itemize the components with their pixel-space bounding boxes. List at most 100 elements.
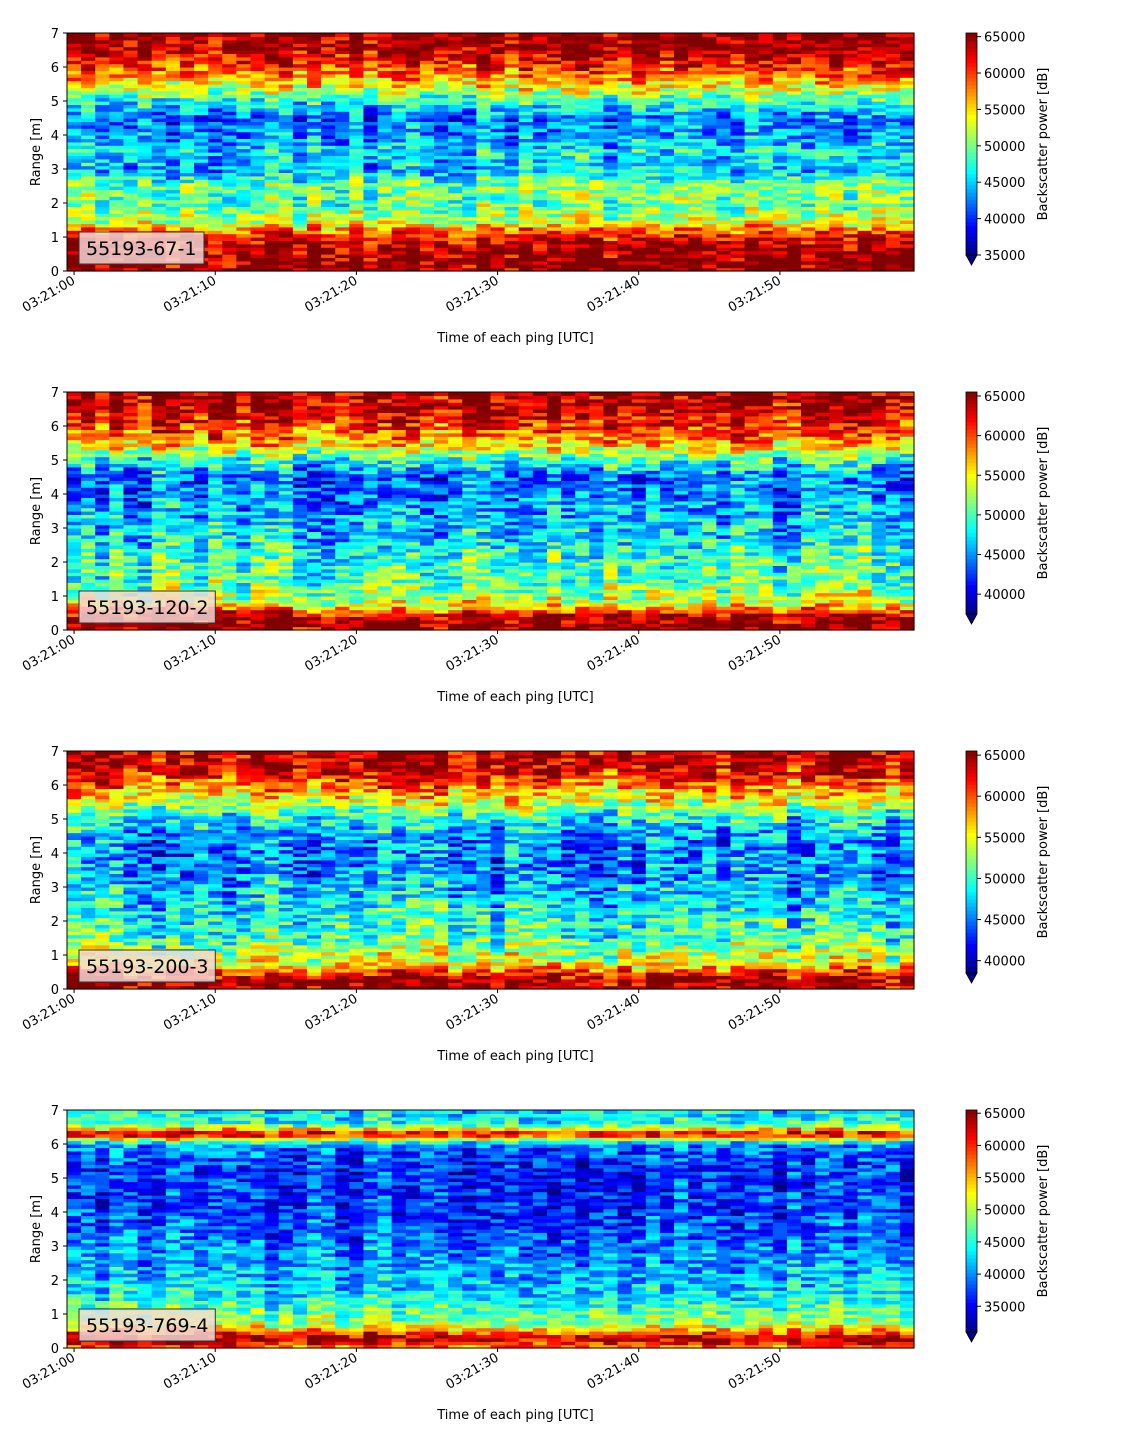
heatmap-cell bbox=[391, 192, 407, 197]
heatmap-cell bbox=[899, 237, 915, 241]
heatmap-cell bbox=[885, 267, 901, 272]
heatmap-cell bbox=[377, 220, 393, 224]
heatmap-cell bbox=[95, 39, 110, 44]
heatmap-cell bbox=[617, 43, 633, 48]
heatmap-cell bbox=[617, 182, 633, 187]
heatmap-cell bbox=[67, 497, 82, 502]
heatmap-cell bbox=[81, 412, 96, 417]
heatmap-cell bbox=[222, 141, 237, 146]
heatmap-cell bbox=[448, 240, 463, 245]
heatmap-cell bbox=[81, 511, 96, 515]
heatmap-cell bbox=[363, 267, 379, 272]
heatmap-cell bbox=[405, 250, 421, 255]
heatmap-cell bbox=[434, 63, 449, 68]
heatmap-cell bbox=[67, 169, 82, 173]
heatmap-cell bbox=[335, 196, 350, 201]
heatmap-cell bbox=[321, 162, 336, 167]
heatmap-cell bbox=[81, 419, 96, 424]
heatmap-cell bbox=[363, 172, 379, 177]
heatmap-cell bbox=[716, 257, 732, 262]
heatmap-cell bbox=[419, 128, 435, 133]
heatmap-cell bbox=[151, 148, 167, 153]
heatmap-cell bbox=[462, 220, 477, 224]
heatmap-cell bbox=[236, 189, 252, 194]
heatmap-cell bbox=[278, 179, 294, 184]
heatmap-cell bbox=[532, 43, 548, 48]
heatmap-cell bbox=[589, 233, 605, 238]
heatmap-cell bbox=[829, 118, 845, 122]
heatmap-cell bbox=[95, 402, 110, 407]
heatmap-cell bbox=[405, 220, 421, 224]
heatmap-cell bbox=[194, 165, 209, 170]
heatmap-cell bbox=[335, 250, 350, 255]
heatmap-cell bbox=[391, 56, 407, 61]
heatmap-cell bbox=[95, 490, 110, 495]
heatmap-cell bbox=[815, 124, 830, 129]
heatmap-cell bbox=[95, 473, 110, 478]
heatmap-cell bbox=[758, 220, 774, 224]
heatmap-cell bbox=[504, 56, 520, 61]
heatmap-cell bbox=[236, 145, 252, 150]
heatmap-cell bbox=[589, 56, 605, 61]
heatmap-cell bbox=[801, 155, 816, 160]
heatmap-cell bbox=[829, 50, 845, 54]
heatmap-cell bbox=[899, 84, 915, 88]
heatmap-cell bbox=[504, 189, 520, 194]
heatmap-cell bbox=[645, 220, 661, 224]
heatmap-cell bbox=[674, 53, 689, 58]
heatmap-cell bbox=[405, 260, 421, 265]
heatmap-cell bbox=[730, 260, 746, 265]
heatmap-cell bbox=[236, 60, 252, 65]
heatmap-cell bbox=[405, 121, 421, 126]
heatmap-cell bbox=[772, 220, 788, 224]
heatmap-cell bbox=[801, 182, 816, 187]
heatmap-cell bbox=[109, 409, 125, 413]
heatmap-cell bbox=[617, 247, 633, 252]
colorbar-segment bbox=[966, 155, 977, 160]
heatmap-cell bbox=[702, 124, 717, 129]
heatmap-cell bbox=[264, 148, 280, 153]
heatmap-cell bbox=[264, 220, 280, 224]
heatmap-cell bbox=[843, 50, 859, 54]
heatmap-cell bbox=[857, 145, 873, 150]
heatmap-cell bbox=[123, 538, 139, 543]
heatmap-cell bbox=[208, 39, 223, 44]
heatmap-cell bbox=[306, 131, 322, 136]
heatmap-cell bbox=[448, 247, 463, 252]
heatmap-cell bbox=[885, 111, 901, 116]
heatmap-cell bbox=[815, 101, 830, 105]
heatmap-cell bbox=[645, 196, 661, 201]
heatmap-cell bbox=[448, 260, 463, 265]
heatmap-cell bbox=[561, 155, 576, 160]
heatmap-cell bbox=[179, 128, 195, 133]
heatmap-cell bbox=[377, 179, 393, 184]
heatmap-cell bbox=[81, 575, 96, 580]
heatmap-cell bbox=[617, 264, 633, 269]
heatmap-cell bbox=[95, 565, 110, 570]
heatmap-cell bbox=[137, 46, 153, 51]
heatmap-cell bbox=[448, 121, 463, 126]
heatmap-cell bbox=[617, 155, 633, 160]
heatmap-cell bbox=[575, 90, 590, 95]
heatmap-cell bbox=[95, 575, 110, 580]
heatmap-cell bbox=[589, 107, 605, 112]
heatmap-cell bbox=[575, 155, 590, 160]
heatmap-cell bbox=[151, 121, 167, 126]
heatmap-cell bbox=[405, 53, 421, 58]
heatmap-cell bbox=[335, 257, 350, 262]
colorbar-segment bbox=[966, 210, 977, 215]
heatmap-cell bbox=[575, 36, 590, 41]
heatmap-cell bbox=[81, 415, 96, 420]
heatmap-cell bbox=[575, 243, 590, 248]
heatmap-cell bbox=[758, 264, 774, 269]
heatmap-cell bbox=[81, 562, 96, 566]
heatmap-cell bbox=[194, 70, 209, 75]
heatmap-cell bbox=[645, 131, 661, 136]
heatmap-cell bbox=[95, 504, 110, 509]
heatmap-cell bbox=[448, 165, 463, 170]
heatmap-cell bbox=[95, 36, 110, 41]
heatmap-cell bbox=[645, 124, 661, 129]
heatmap-cell bbox=[377, 182, 393, 187]
heatmap-cell bbox=[95, 77, 110, 82]
heatmap-cell bbox=[123, 169, 139, 173]
